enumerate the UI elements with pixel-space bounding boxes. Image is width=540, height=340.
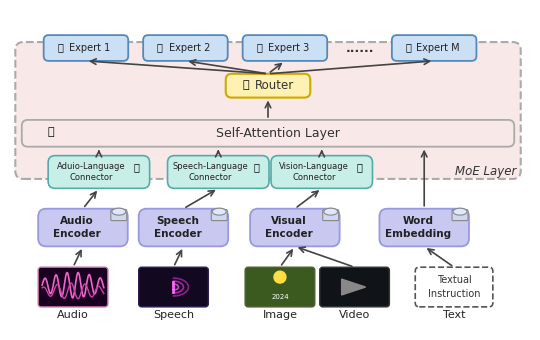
FancyBboxPatch shape (323, 210, 339, 221)
Text: 🔥: 🔥 (406, 42, 411, 52)
Text: Encoder: Encoder (53, 230, 101, 239)
Text: Expert 3: Expert 3 (268, 43, 309, 53)
Text: Vision-Language: Vision-Language (279, 162, 349, 171)
Text: Instruction: Instruction (428, 289, 480, 299)
FancyBboxPatch shape (250, 209, 340, 246)
Text: Speech-Language: Speech-Language (172, 162, 248, 171)
Text: 🔥: 🔥 (253, 162, 259, 172)
FancyBboxPatch shape (211, 210, 227, 221)
Text: Self-Attention Layer: Self-Attention Layer (216, 127, 340, 140)
Polygon shape (342, 279, 366, 295)
Text: Audio: Audio (57, 310, 89, 320)
Text: Audio: Audio (60, 216, 94, 225)
Text: Connector: Connector (69, 173, 113, 183)
Circle shape (274, 271, 286, 283)
Text: 2024: 2024 (271, 294, 289, 300)
Text: Embedding: Embedding (385, 230, 451, 239)
FancyBboxPatch shape (139, 209, 228, 246)
Text: Visual: Visual (271, 216, 307, 225)
Ellipse shape (323, 208, 338, 215)
FancyBboxPatch shape (452, 210, 468, 221)
Text: Router: Router (255, 79, 295, 92)
Text: 🔥: 🔥 (48, 127, 55, 137)
FancyBboxPatch shape (226, 74, 310, 98)
Text: Speech: Speech (156, 216, 199, 225)
Text: ......: ...... (345, 41, 374, 54)
Text: 🔥: 🔥 (57, 42, 63, 52)
FancyBboxPatch shape (380, 209, 469, 246)
Text: Connector: Connector (188, 173, 232, 183)
FancyBboxPatch shape (242, 35, 327, 61)
Text: Expert 1: Expert 1 (69, 43, 111, 53)
FancyBboxPatch shape (392, 35, 476, 61)
FancyBboxPatch shape (22, 120, 514, 147)
Ellipse shape (453, 208, 467, 215)
Text: Video: Video (339, 310, 370, 320)
Text: Word: Word (403, 216, 434, 225)
FancyBboxPatch shape (245, 267, 315, 307)
FancyBboxPatch shape (44, 35, 128, 61)
Text: 🔥: 🔥 (256, 42, 262, 52)
Ellipse shape (212, 208, 226, 215)
FancyBboxPatch shape (139, 267, 208, 307)
Text: MoE Layer: MoE Layer (455, 166, 517, 178)
FancyBboxPatch shape (271, 156, 373, 188)
Text: Aduio-Language: Aduio-Language (57, 162, 125, 171)
FancyBboxPatch shape (111, 210, 127, 221)
Text: Speech: Speech (153, 310, 194, 320)
Text: 🔥: 🔥 (356, 162, 362, 172)
Text: Encoder: Encoder (265, 230, 313, 239)
Text: Connector: Connector (292, 173, 335, 183)
Text: Textual: Textual (437, 275, 471, 285)
FancyBboxPatch shape (38, 209, 128, 246)
Text: Expert 2: Expert 2 (168, 43, 210, 53)
Text: Expert M: Expert M (416, 43, 460, 53)
FancyBboxPatch shape (48, 156, 150, 188)
Text: Text: Text (443, 310, 465, 320)
Text: 🔥: 🔥 (134, 162, 140, 172)
Text: Encoder: Encoder (153, 230, 201, 239)
FancyBboxPatch shape (38, 267, 108, 307)
Ellipse shape (112, 208, 126, 215)
FancyBboxPatch shape (143, 35, 228, 61)
FancyBboxPatch shape (320, 267, 389, 307)
FancyBboxPatch shape (15, 42, 521, 179)
Text: 🔥: 🔥 (243, 80, 249, 90)
Text: 🔥: 🔥 (157, 42, 163, 52)
FancyBboxPatch shape (167, 156, 269, 188)
Text: Image: Image (262, 310, 298, 320)
FancyBboxPatch shape (415, 267, 493, 307)
